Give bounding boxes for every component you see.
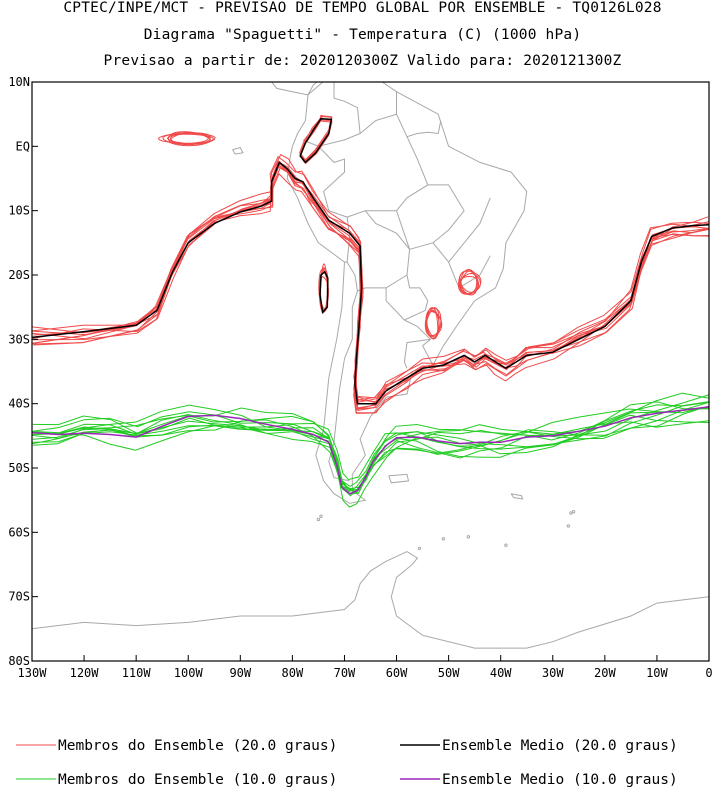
y-tick-label-2: EQ <box>16 139 30 153</box>
falklands <box>388 473 410 484</box>
member-20-line-3 <box>32 155 709 404</box>
chart-title-line-3: Previsao a partir de: 2020120300Z Valido… <box>103 53 622 69</box>
legend-label-mean20: Ensemble Medio (20.0 graus) <box>442 738 678 754</box>
legend-label-member20: Membros do Ensemble (20.0 graus) <box>58 738 337 754</box>
y-tick-label-1: 10N <box>8 75 30 89</box>
x-tick-label-11: 30W <box>542 666 564 680</box>
ensemble-mean-layer <box>32 117 709 495</box>
member-20-contour-3-6 <box>426 306 440 338</box>
chart-title-line-1: CPTEC/INPE/MCT - PREVISAO DE TEMPO GLOBA… <box>63 0 662 16</box>
island-2 <box>441 537 446 541</box>
plot-frame <box>31 81 710 662</box>
member-20-line-4 <box>33 161 709 414</box>
island-7 <box>571 510 576 514</box>
island-3 <box>504 543 508 547</box>
south-america-coast <box>286 82 528 504</box>
legend-label-mean10: Ensemble Medio (10.0 graus) <box>442 772 678 788</box>
x-tick-label-10: 40W <box>490 666 512 680</box>
x-tick-label-13: 10W <box>646 666 668 680</box>
y-tick-label-9: 70S <box>8 590 30 604</box>
country-border-13 <box>448 255 491 289</box>
x-tick-label-9: 50W <box>438 666 460 680</box>
member-20-line-10 <box>32 160 708 403</box>
member-20-contour-1-6 <box>166 132 211 145</box>
country-border-8 <box>396 113 442 138</box>
member-20-contour-4-6 <box>460 272 478 293</box>
member-10-line-2 <box>32 401 709 487</box>
member-20-contour-3-5 <box>425 309 439 339</box>
x-tick-label-1: 130W <box>18 666 48 680</box>
x-tick-label-7: 70W <box>334 666 356 680</box>
island-5 <box>566 524 571 528</box>
member-10-line-9 <box>32 401 709 495</box>
member-10-line-7 <box>32 406 709 481</box>
y-tick-label-6: 40S <box>8 397 30 411</box>
y-tick-label-5: 30S <box>8 332 30 346</box>
legend-label-member10: Membros do Ensemble (10.0 graus) <box>58 772 337 788</box>
member-20-line-6 <box>32 166 709 399</box>
legend: Membros do Ensemble (20.0 graus) Ensemble… <box>16 738 678 788</box>
member-10-line-6 <box>32 394 709 493</box>
map-land-outlines <box>32 82 709 649</box>
plot-border <box>31 81 710 662</box>
x-tick-label-5: 90W <box>229 666 251 680</box>
antarctic-peninsula <box>32 551 408 630</box>
south-georgia <box>510 493 524 500</box>
y-tick-label-4: 20S <box>8 268 30 282</box>
island-1 <box>417 546 422 551</box>
y-tick-label-7: 50S <box>8 461 30 475</box>
member-20-line-9 <box>32 172 709 409</box>
country-border-7 <box>359 91 397 134</box>
y-tick-label-10: 80S <box>8 654 30 668</box>
x-tick-label-6: 80W <box>282 666 304 680</box>
member-20-line-11 <box>33 159 709 410</box>
central-america <box>270 82 309 96</box>
x-tick-label-2: 120W <box>70 666 100 680</box>
x-tick-label-8: 60W <box>386 666 408 680</box>
country-border-11 <box>328 290 358 482</box>
chart-title-line-2: Diagrama "Spaguetti" - Temperatura (C) (… <box>143 27 582 43</box>
antarctic-east <box>390 551 709 649</box>
island-4 <box>466 535 471 539</box>
island-8 <box>316 517 321 522</box>
member-20-contour-2-6 <box>318 268 329 310</box>
member-20-contour-3-4 <box>424 307 440 336</box>
country-border-5 <box>302 139 348 218</box>
ensemble-mean-10-line <box>32 406 709 495</box>
member-10-layer <box>32 392 709 508</box>
country-border-15 <box>396 184 465 212</box>
ensemble-mean-20-line <box>32 161 709 405</box>
island-6 <box>569 511 573 515</box>
member-20-contour-4-5 <box>459 270 478 296</box>
y-tick-label-8: 60S <box>8 525 30 539</box>
island-9 <box>319 514 323 518</box>
member-20-line-2 <box>33 153 709 403</box>
country-border-9 <box>365 210 411 250</box>
country-border-2 <box>385 274 429 321</box>
ensemble-mean-20-chile-loop <box>319 270 329 314</box>
country-border-16 <box>406 136 429 186</box>
member-10-line-1 <box>32 420 709 490</box>
x-tick-label-12: 20W <box>594 666 616 680</box>
ensemble-mean-20-ecuador-loop <box>299 117 333 164</box>
country-border-14 <box>409 242 434 250</box>
member-20-line-1 <box>32 162 709 411</box>
x-tick-label-3: 110W <box>122 666 152 680</box>
galapagos <box>232 147 244 155</box>
country-border-4 <box>403 338 431 369</box>
x-tick-label-4: 100W <box>174 666 204 680</box>
axis-ticks: 130W 120W 110W 100W 90W 80W 70W 60W 50W 40W 30W 20W… <box>8 75 712 680</box>
member-20-layer <box>32 114 709 414</box>
country-border-6 <box>318 82 361 147</box>
x-tick-label-14: 0 <box>705 666 712 680</box>
member-20-line-7 <box>32 167 709 401</box>
y-tick-label-3: 10S <box>8 204 30 218</box>
caribbean-coast <box>307 82 318 96</box>
